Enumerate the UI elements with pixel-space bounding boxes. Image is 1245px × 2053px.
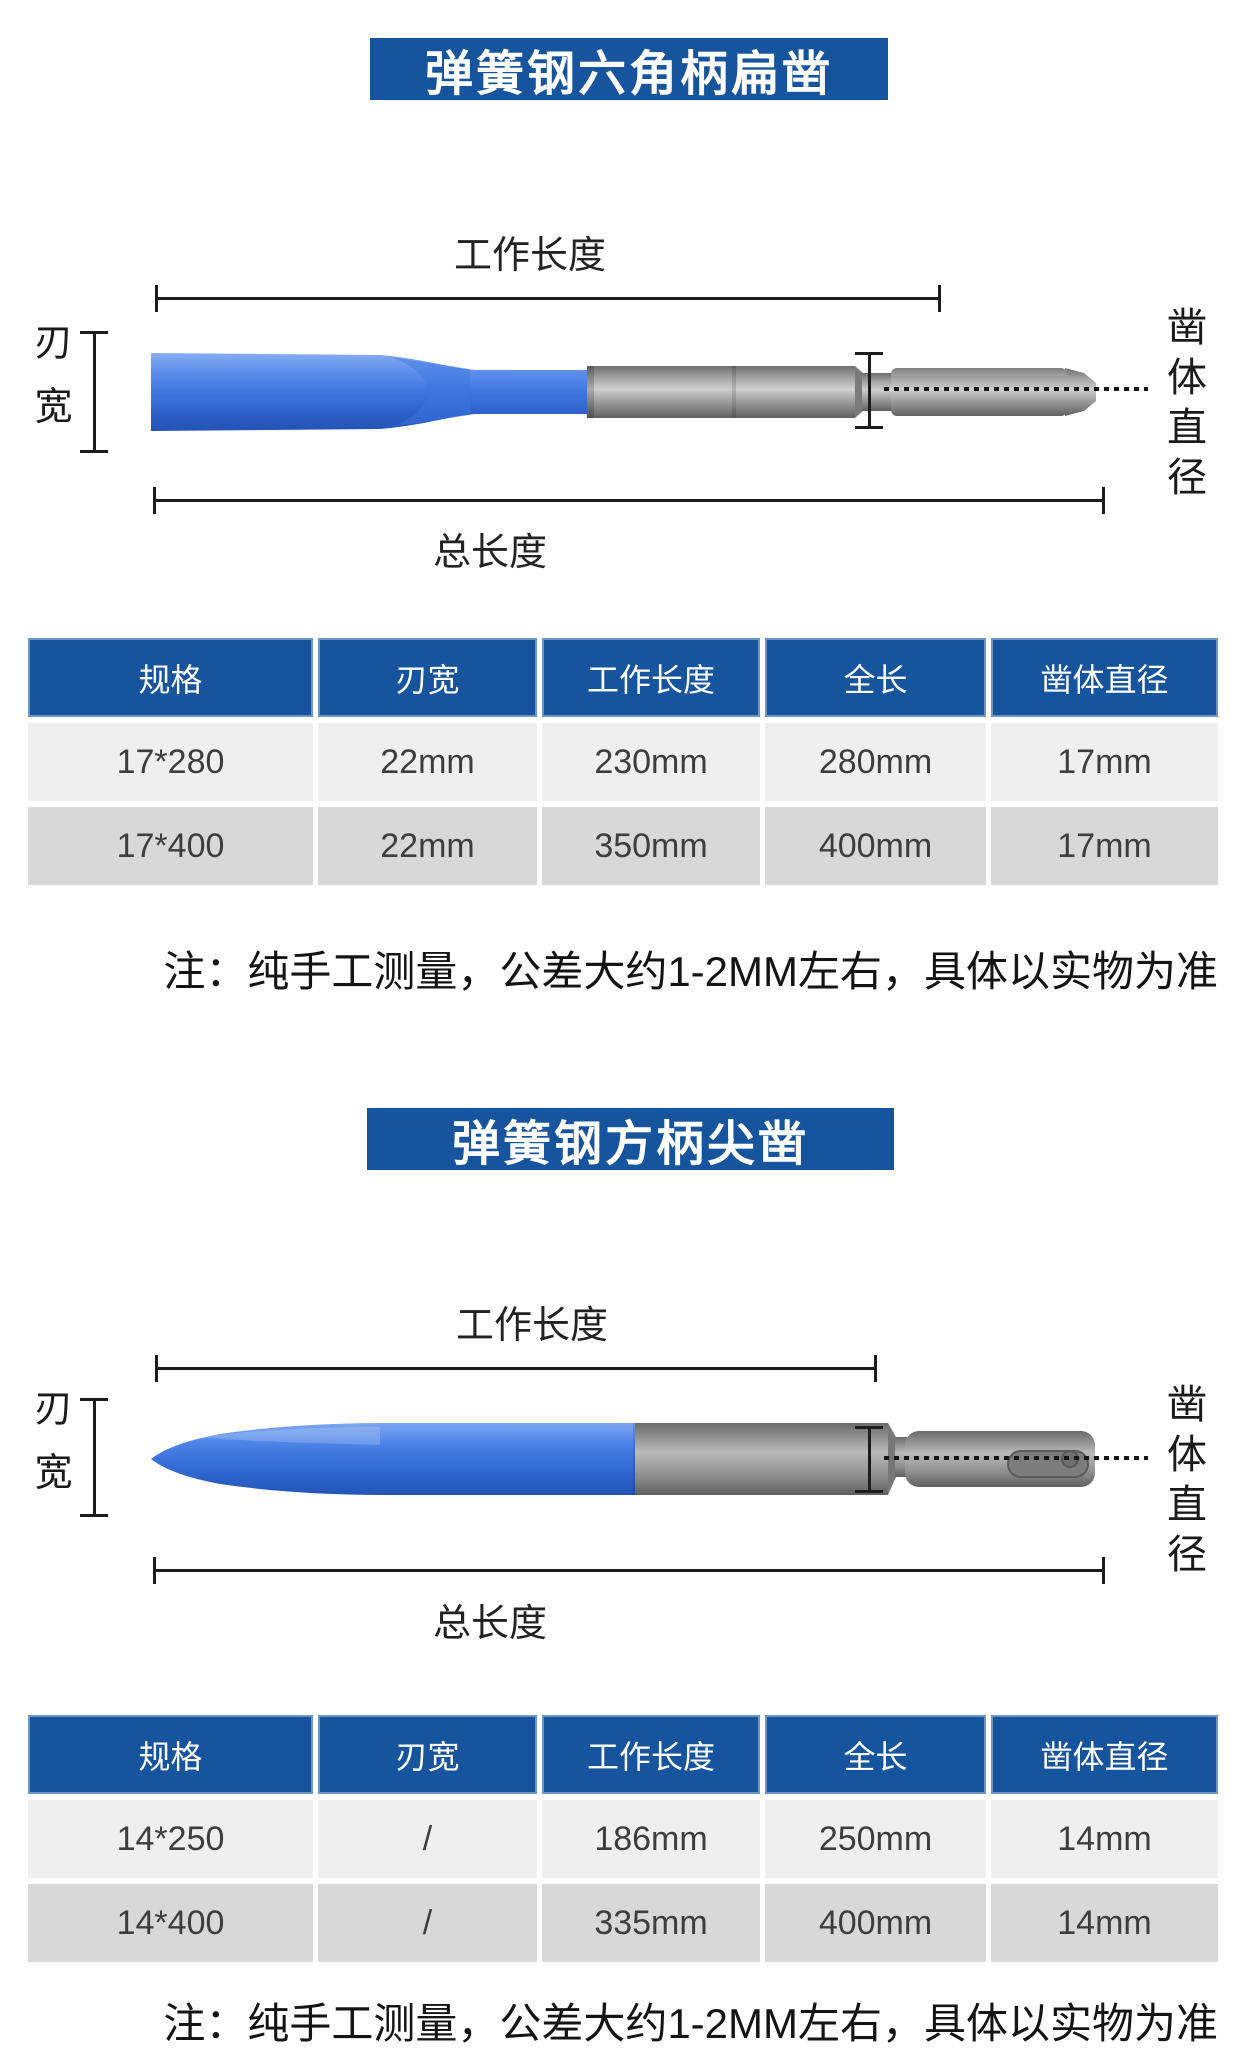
section2-work-length-label: 工作长度 (455, 1305, 608, 1347)
section2-total-length-line (154, 1569, 1105, 1572)
section2-total-length-label: 总长度 (432, 1603, 547, 1645)
table-header-cell: 工作长度 (542, 1715, 760, 1794)
section2-body-diameter-bracket (868, 1428, 871, 1492)
section1-body-diameter-cap-top (855, 352, 883, 355)
section2-work-length-tick-right (874, 1355, 877, 1382)
section1-work-length-tick-left (155, 285, 158, 312)
table-cell: 400mm (765, 1884, 986, 1962)
section2-body-diameter-cap-top (855, 1426, 883, 1429)
section2-work-length-line (156, 1367, 877, 1370)
table-header-cell: 刃宽 (318, 1715, 537, 1794)
table-cell: 17*280 (28, 723, 313, 801)
section2-blade-width-bracket (93, 1400, 96, 1516)
table-cell: 17*400 (28, 807, 313, 885)
table-header-cell: 规格 (28, 1715, 313, 1794)
table-header-cell: 凿体直径 (991, 1715, 1218, 1794)
section2-blade-width-cap-top (80, 1398, 108, 1401)
table-cell: 22mm (318, 807, 537, 885)
section1-spec-table: 规格 刃宽 工作长度 全长 凿体直径 17*280 22mm 230mm 280… (28, 638, 1218, 885)
section2-blade-width-cap-bottom (80, 1514, 108, 1517)
table-cell: 14mm (991, 1884, 1218, 1962)
section1-title: 弹簧钢六角柄扁凿 (424, 48, 833, 101)
table-cell: 280mm (765, 723, 986, 801)
section2-title: 弹簧钢方柄尖凿 (451, 1118, 809, 1171)
section1-measurement-note: 注：纯手工测量，公差大约1-2MM左右，具体以实物为准 (163, 948, 1218, 995)
table-header-cell: 规格 (28, 638, 313, 717)
table-header-cell: 凿体直径 (991, 638, 1218, 717)
table-cell: / (318, 1884, 537, 1962)
section1-blade-width-bracket (93, 333, 96, 452)
section1-blade-width-cap-top (80, 331, 108, 334)
section2-body-diameter-label: 凿体直径 (1161, 1383, 1205, 1583)
section2-blade-width-label: 刃宽 (28, 1388, 70, 1516)
table-header-cell: 全长 (765, 638, 986, 717)
section2-body-diameter-cap-bottom (855, 1490, 883, 1493)
table-cell: 350mm (542, 807, 760, 885)
section1-blade-width-cap-bottom (80, 450, 108, 453)
table-cell: 14mm (991, 1800, 1218, 1878)
section2-title-banner: 弹簧钢方柄尖凿 (367, 1108, 894, 1171)
table-cell: 14*400 (28, 1884, 313, 1962)
flat-chisel-image (151, 353, 1096, 431)
section2-total-length-tick-left (153, 1557, 156, 1584)
section1-total-length-line (154, 499, 1105, 502)
section1-work-length-label: 工作长度 (453, 235, 606, 277)
table-cell: 22mm (318, 723, 537, 801)
section1-body-diameter-cap-bottom (855, 426, 883, 429)
section1-total-length-label: 总长度 (432, 532, 547, 574)
section1-blade-width-label: 刃宽 (28, 322, 70, 450)
section1-body-diameter-bracket (868, 354, 871, 428)
table-cell: 14*250 (28, 1800, 313, 1878)
table-cell: 17mm (991, 807, 1218, 885)
table-cell: 250mm (765, 1800, 986, 1878)
section1-total-length-tick-left (153, 487, 156, 514)
section1-total-length-tick-right (1102, 487, 1105, 514)
section1-work-length-tick-right (938, 285, 941, 312)
table-cell: 230mm (542, 723, 760, 801)
section1-body-diameter-label: 凿体直径 (1161, 306, 1205, 506)
table-cell: / (318, 1800, 537, 1878)
section2-total-length-tick-right (1102, 1557, 1105, 1584)
table-header-cell: 刃宽 (318, 638, 537, 717)
table-cell: 400mm (765, 807, 986, 885)
section1-center-dotted-line (884, 387, 1148, 391)
table-cell: 186mm (542, 1800, 760, 1878)
table-cell: 17mm (991, 723, 1218, 801)
section1-title-banner: 弹簧钢六角柄扁凿 (370, 38, 888, 101)
table-header-cell: 全长 (765, 1715, 986, 1794)
pointed-chisel-image (151, 1423, 1095, 1495)
section2-work-length-tick-left (155, 1355, 158, 1382)
table-cell: 335mm (542, 1884, 760, 1962)
section1-work-length-line (156, 297, 941, 300)
section2-measurement-note: 注：纯手工测量，公差大约1-2MM左右，具体以实物为准 (163, 2000, 1218, 2047)
table-header-cell: 工作长度 (542, 638, 760, 717)
section2-spec-table: 规格 刃宽 工作长度 全长 凿体直径 14*250 / 186mm 250mm … (28, 1715, 1218, 1962)
section2-center-dotted-line (884, 1456, 1148, 1460)
